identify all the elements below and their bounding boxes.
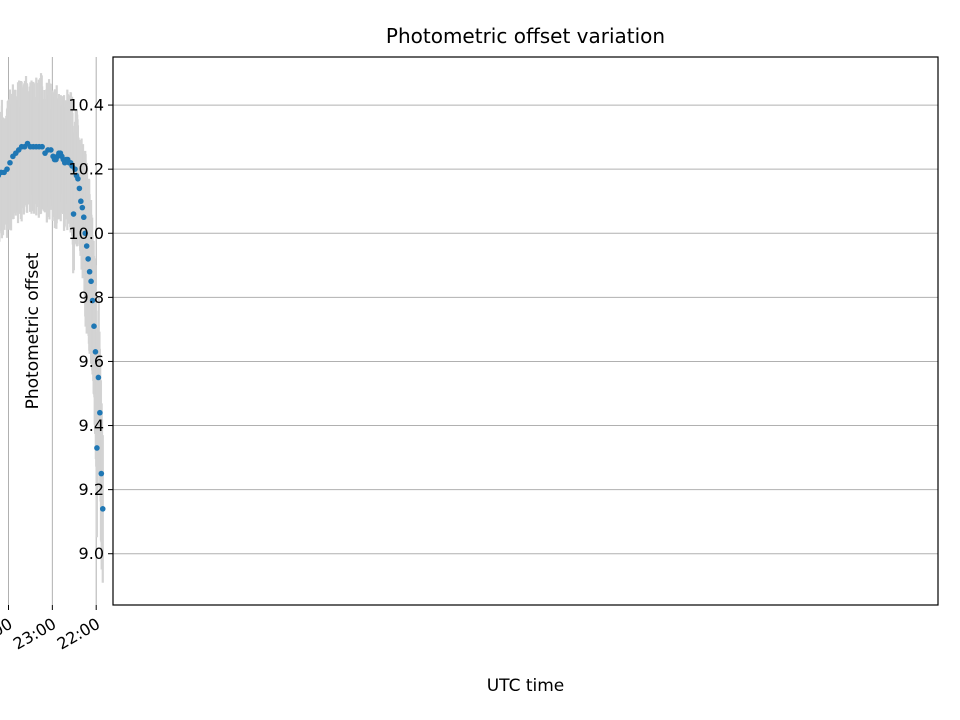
data-point xyxy=(78,198,84,205)
data-point xyxy=(70,211,77,217)
y-tick-label: 9.6 xyxy=(79,352,104,371)
x-tick-label: 23:00 xyxy=(10,614,59,654)
data-point xyxy=(98,470,105,477)
data-point xyxy=(7,159,13,166)
data-point xyxy=(42,150,48,156)
y-tick-label: 10.4 xyxy=(68,96,104,115)
data-point xyxy=(73,172,80,179)
data-point xyxy=(86,268,93,275)
y-axis-title: Photometric offset xyxy=(23,252,43,409)
data-point xyxy=(94,445,100,451)
y-tick-label: 10.0 xyxy=(68,224,104,243)
data-point xyxy=(0,169,4,176)
data-point xyxy=(91,323,97,329)
data-point xyxy=(10,153,16,160)
y-tick-label: 10.2 xyxy=(68,160,104,179)
data-point xyxy=(82,230,89,237)
y-axis-ticks: 9.0 9.2 9.4 9.6 9.8 10.0 10.2 10.4 xyxy=(68,96,113,563)
x-tick-label: 22:00 xyxy=(54,614,103,654)
data-point xyxy=(85,256,91,262)
x-axis-title: UTC time xyxy=(487,676,565,696)
y-tick-label: 9.0 xyxy=(79,544,104,563)
data-point xyxy=(92,349,99,355)
data-point xyxy=(50,153,56,160)
data-point xyxy=(88,278,94,285)
data-point xyxy=(76,185,83,192)
x-tick-label: 00:00 xyxy=(0,614,16,654)
y-tick-label: 9.8 xyxy=(79,288,104,307)
data-point xyxy=(89,297,96,304)
data-point xyxy=(80,214,87,221)
plot-frame xyxy=(112,56,939,606)
data-point xyxy=(0,173,2,178)
data-points xyxy=(0,140,106,512)
grid xyxy=(8,57,938,605)
y-tick-label: 9.4 xyxy=(79,416,104,435)
data-point xyxy=(79,204,86,211)
chart-title: Photometric offset variation xyxy=(386,24,665,48)
data-point xyxy=(97,409,103,416)
y-tick-label: 9.2 xyxy=(79,480,104,499)
data-point xyxy=(83,243,90,249)
data-point xyxy=(95,374,102,381)
data-point xyxy=(99,506,106,512)
